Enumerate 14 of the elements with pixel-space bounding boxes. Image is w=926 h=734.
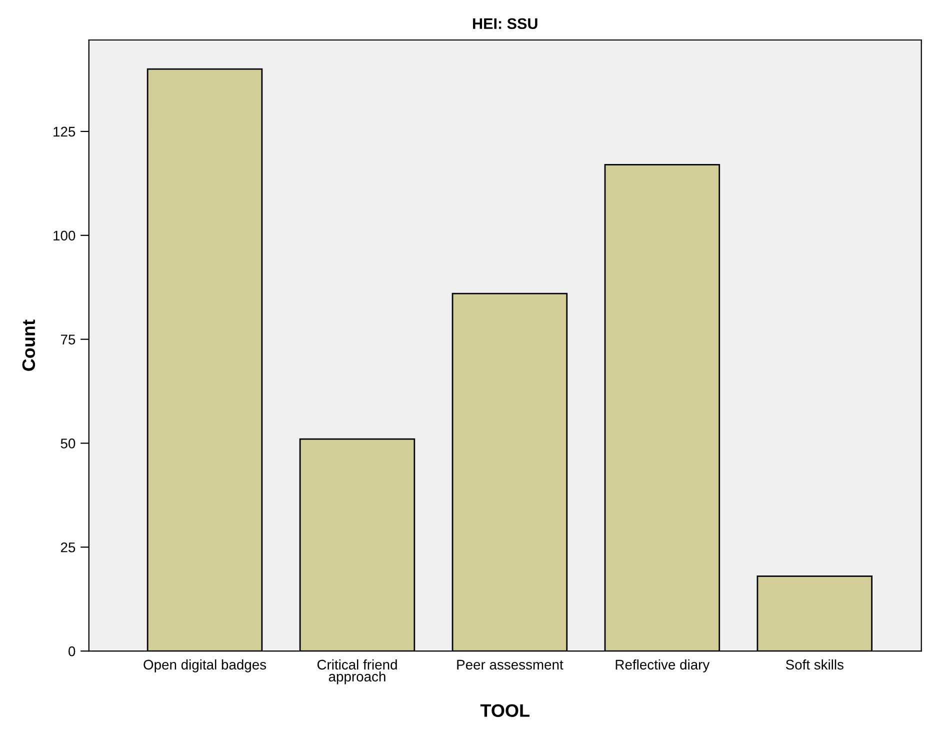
y-tick-label: 0 <box>68 646 76 656</box>
x-tick-label: Open digital badges <box>144 659 266 672</box>
y-tick-label: 50 <box>60 438 76 448</box>
y-tick-label: 125 <box>54 126 76 137</box>
y-tick-label: 100 <box>54 230 76 241</box>
y-tick-label: 25 <box>60 542 76 552</box>
y-tick-label: 75 <box>60 334 76 344</box>
x-axis-title: TOOL <box>480 704 530 717</box>
y-axis-title: Count <box>22 320 36 371</box>
x-tick-label: Soft skills <box>786 659 844 670</box>
x-tick-label: Peer assessment <box>457 660 564 670</box>
x-tick-label: Critical friend approach <box>317 659 397 684</box>
x-tick-label: Reflective diary <box>616 659 710 672</box>
chart-title: HEI: SSU <box>473 18 538 30</box>
